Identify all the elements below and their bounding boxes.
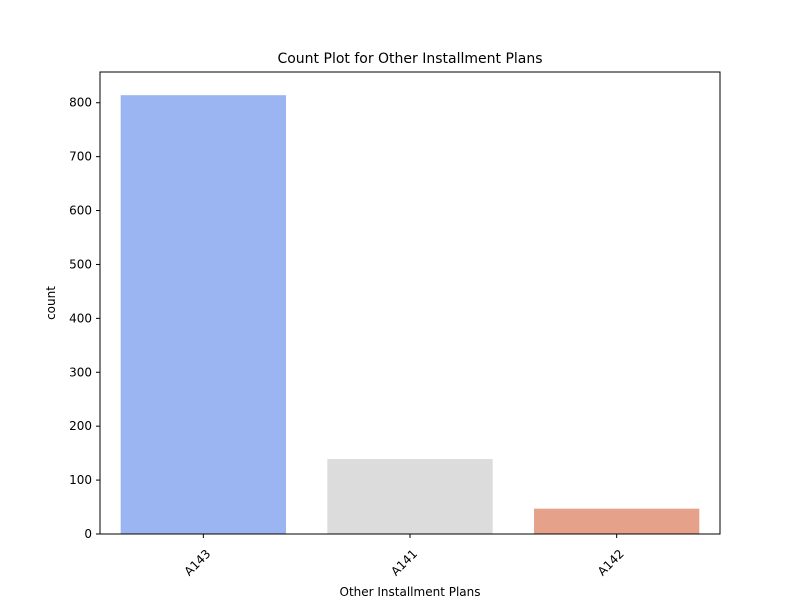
- y-axis: 0 100 200 300 400 500 600 700 800: [69, 96, 100, 541]
- bar-a143: [120, 95, 286, 535]
- y-axis-label: count: [44, 286, 58, 320]
- chart-title: Count Plot for Other Installment Plans: [277, 51, 542, 67]
- bar-a142: [534, 508, 700, 534]
- y-tick-label: 200: [69, 419, 92, 433]
- y-tick-label: 500: [69, 257, 92, 271]
- y-tick-label: 700: [69, 150, 92, 164]
- y-tick-label: 300: [69, 365, 92, 379]
- bar-a141: [327, 459, 493, 534]
- x-axis-label: Other Installment Plans: [340, 585, 481, 599]
- bars-layer: [120, 95, 700, 535]
- y-tick-label: 800: [69, 96, 92, 110]
- y-tick-label: 0: [84, 527, 92, 541]
- y-tick-label: 600: [69, 204, 92, 218]
- y-tick-label: 100: [69, 473, 92, 487]
- y-tick-label: 400: [69, 311, 92, 325]
